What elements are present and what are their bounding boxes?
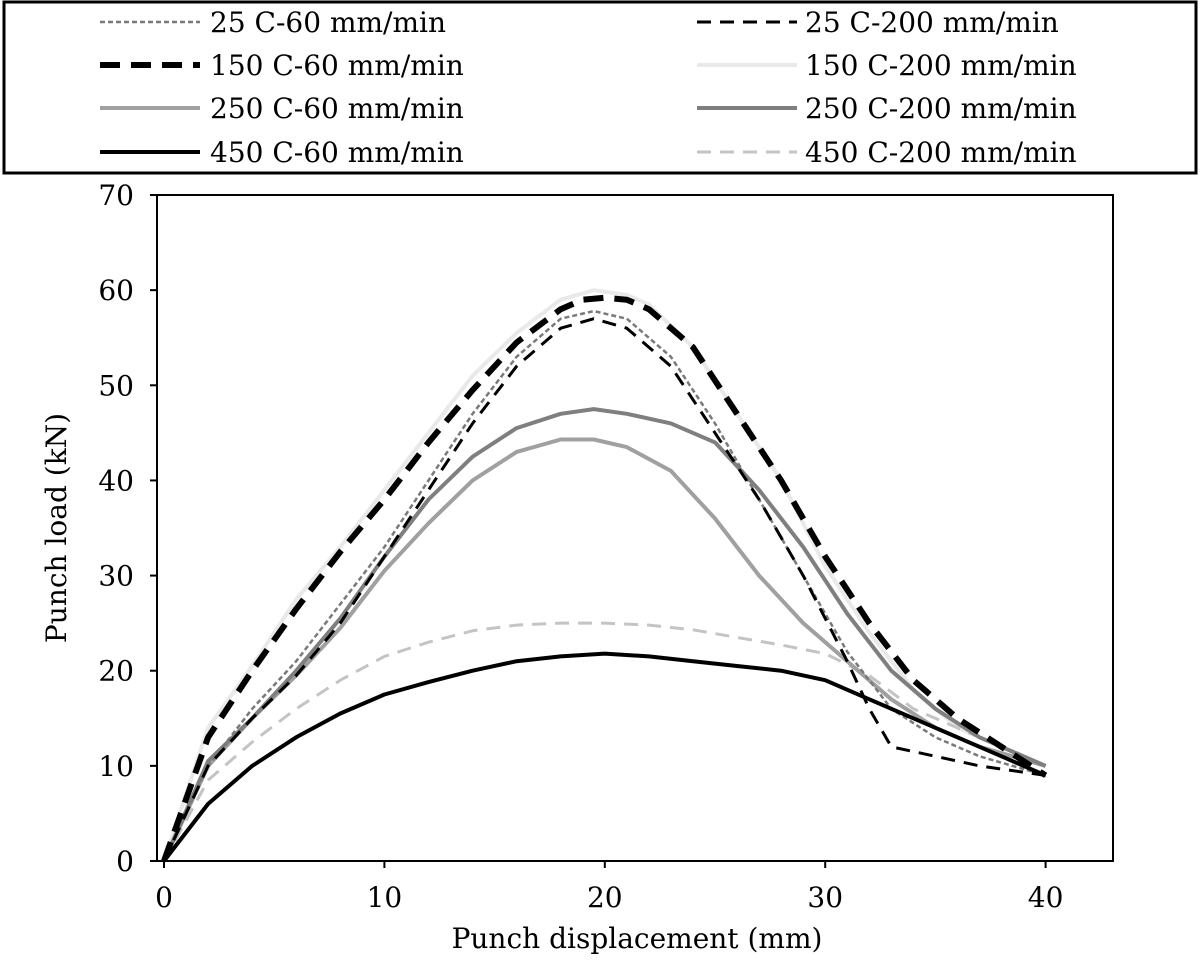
y-tick-label: 10 [98,750,134,783]
legend-label-25-c-60-mm-min: 25 C-60 mm/min [210,6,446,39]
series-line-250-c-200-mm-min [162,407,1047,862]
y-tick-label: 20 [98,655,134,688]
legend-label-25-c-200-mm-min: 25 C-200 mm/min [805,6,1059,39]
legend-label-450-c-200-mm-min: 450 C-200 mm/min [805,136,1077,169]
legend-label-250-c-200-mm-min: 250 C-200 mm/min [805,92,1077,125]
y-tick-label: 30 [98,560,134,593]
legend: 25 C-60 mm/min 25 C-200 mm/min 150 C-60 mm… [100,6,1077,169]
y-axis-label: Punch load (kN) [40,413,73,643]
series-line-450-c-60-mm-min [162,651,1047,863]
y-tick-label: 50 [98,369,134,402]
plot-area-frame [156,194,1114,862]
x-tick-label: 40 [1028,881,1064,914]
y-tick-label: 0 [116,845,134,878]
legend-label-450-c-60-mm-min: 450 C-60 mm/min [210,136,464,169]
y-tick-label: 40 [98,464,134,497]
series-line-25-c-60-mm-min [162,309,1046,862]
series-line-150-c-60-mm-min [161,294,1048,863]
x-tick-label: 0 [155,881,173,914]
series-line-450-c-200-mm-min [162,621,1047,862]
x-tick-label: 20 [587,881,623,914]
series-line-25-c-200-mm-min [162,317,1046,862]
y-tick-label: 70 [98,179,134,212]
x-axis-label: Punch displacement (mm) [452,922,823,955]
legend-box [2,0,1198,175]
y-tick-label: 60 [98,274,134,307]
legend-label-250-c-60-mm-min: 250 C-60 mm/min [210,92,464,125]
axes-group: 0 10 20 30 40 50 60 70 0 10 20 30 40 [98,179,1063,914]
legend-label-150-c-200-mm-min: 150 C-200 mm/min [805,49,1077,82]
x-tick-label: 30 [807,881,843,914]
legend-label-150-c-60-mm-min: 150 C-60 mm/min [210,49,464,82]
series-group [161,288,1048,863]
series-line-250-c-60-mm-min [162,437,1047,862]
x-tick-label: 10 [367,881,403,914]
series-line-150-c-200-mm-min [162,288,1047,862]
